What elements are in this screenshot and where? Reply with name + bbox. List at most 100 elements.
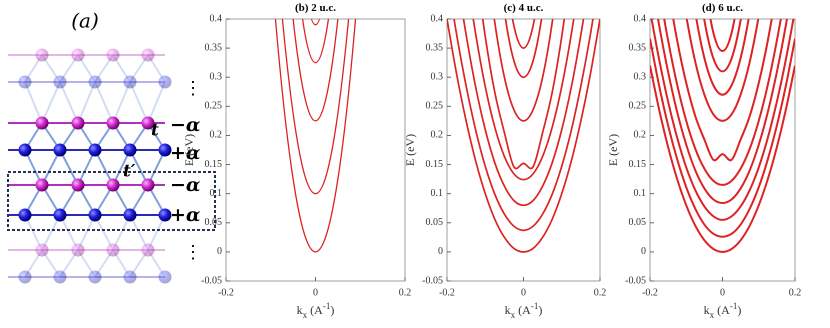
bond (41, 81, 61, 124)
x-tick-label: -0.2 (218, 287, 234, 298)
atom (158, 208, 172, 222)
hopping-label: t′ (123, 162, 136, 182)
band-curve (453, 19, 594, 232)
x-axis-label: kx (A-1) (297, 301, 335, 320)
x-axis-label-part: ) (538, 303, 542, 317)
x-axis-label-part: -1 (323, 301, 331, 311)
bond (41, 149, 61, 186)
x-tick-label: 0 (313, 287, 318, 298)
band-curve (472, 19, 575, 181)
atom (141, 178, 155, 192)
atom (71, 243, 85, 257)
y-tick-label: 0.15 (426, 159, 444, 170)
y-tick-label: 0.1 (431, 188, 444, 199)
atom (18, 75, 32, 89)
y-tick-label: 0.15 (205, 159, 223, 170)
x-tick-label: -0.2 (642, 287, 658, 298)
y-tick-label: -0.05 (201, 275, 222, 286)
row-label: −α (170, 114, 201, 136)
bond (94, 149, 114, 186)
y-tick-label: 0.25 (426, 101, 444, 112)
y-tick-label: 0 (217, 246, 222, 257)
x-tick-label: 0.2 (594, 287, 607, 298)
chart-title: (b) 2 u.c. (295, 2, 336, 14)
x-tick-label: -0.2 (439, 287, 455, 298)
bond (147, 81, 166, 124)
band-curve (657, 19, 788, 204)
atom (158, 75, 172, 89)
atom (106, 243, 120, 257)
hopping-label: t (151, 121, 159, 141)
x-tick-label: 0.2 (399, 287, 412, 298)
band-curve (663, 19, 782, 186)
y-tick-label: 0.05 (205, 217, 223, 228)
atom (123, 270, 137, 284)
atom (123, 75, 137, 89)
y-tick-label: 0.35 (205, 42, 223, 53)
curves (447, 19, 600, 253)
y-tick-label: -0.05 (625, 275, 646, 286)
bond (129, 149, 149, 186)
band-curve (310, 19, 321, 26)
bond (112, 81, 131, 124)
x-tick-label: 0 (521, 287, 526, 298)
atom (123, 143, 137, 157)
atom (18, 143, 32, 157)
atom (53, 208, 67, 222)
ellipsis: ⋮ (184, 78, 202, 98)
x-axis-label-part: k (297, 303, 303, 317)
y-tick-label: -0.05 (422, 275, 443, 286)
atom (158, 143, 172, 157)
panel-label: (a) (71, 9, 99, 33)
atom (71, 116, 85, 130)
y-tick-label: 0.4 (210, 13, 223, 24)
band-curve (481, 19, 566, 170)
atom (18, 270, 32, 284)
y-tick-label: 0 (438, 246, 443, 257)
atom (35, 243, 49, 257)
x-axis-label-part: -1 (531, 301, 539, 311)
x-axis-label: kx (A-1) (505, 301, 543, 320)
bond (59, 214, 79, 251)
atom (88, 143, 102, 157)
x-axis-label-part: (A (515, 303, 531, 317)
y-tick-label: 0.3 (210, 72, 223, 83)
chart-title: (c) 4 u.c. (504, 2, 544, 14)
x-axis-label-part: k (704, 303, 710, 317)
atom (53, 270, 67, 284)
row-label: +α (170, 204, 201, 226)
bond (94, 214, 114, 251)
band-curve (292, 19, 339, 122)
band-curve (493, 19, 554, 122)
bond (129, 81, 149, 124)
y-tick-label: 0.2 (431, 130, 444, 141)
curves (650, 19, 795, 253)
atom (106, 178, 120, 192)
y-tick-label: 0.25 (205, 101, 223, 112)
bond (129, 214, 149, 251)
x-axis-label-part: x (511, 310, 516, 320)
y-tick-label: 0.35 (426, 42, 444, 53)
bond (94, 81, 114, 124)
x-axis-label-part: -1 (730, 301, 738, 311)
atom (141, 48, 155, 62)
y-axis-label: E (eV) (403, 134, 417, 166)
band-curve (447, 19, 600, 253)
bond (41, 214, 61, 251)
atom (71, 178, 85, 192)
atom (88, 270, 102, 284)
unit-cell-box (7, 171, 216, 231)
atom (106, 48, 120, 62)
y-axis-label: E (eV) (182, 134, 196, 166)
row-label: +α (170, 142, 201, 164)
atom (71, 48, 85, 62)
atom (141, 243, 155, 257)
band-curve (695, 19, 750, 96)
x-axis-label-part: (A (714, 303, 730, 317)
band-curve (709, 19, 736, 53)
atom (158, 270, 172, 284)
bond (77, 81, 96, 124)
band-curve (274, 19, 357, 253)
y-tick-label: 0 (641, 246, 646, 257)
